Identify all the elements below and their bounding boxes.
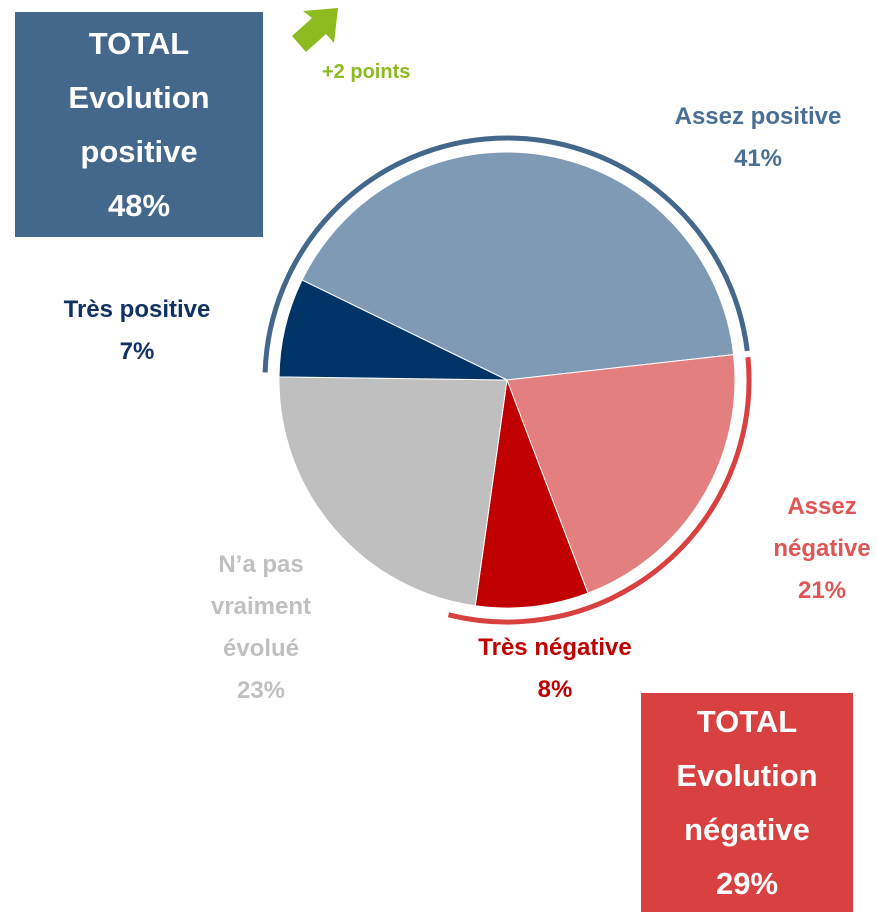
slice-label-value: 7% — [119, 338, 155, 365]
slice-label: Très négative 8% — [440, 627, 670, 711]
trend-arrow — [292, 8, 338, 52]
slice-label-value: 41% — [733, 145, 783, 172]
total-title: TOTAL — [696, 703, 798, 739]
total-name: Evolution positive — [68, 79, 210, 169]
total-value: 48% — [107, 187, 171, 223]
slice-label: N’a pas vraiment évolué 23% — [201, 544, 321, 712]
slice-label-name: Très positive — [63, 296, 211, 323]
slice-label-value: 8% — [537, 676, 573, 703]
pie-slice — [278, 376, 508, 607]
total-name: Evolution négative — [676, 757, 818, 847]
pie-slice — [506, 354, 736, 594]
total-title: TOTAL — [88, 25, 190, 61]
slice-label-name: Assez négative — [773, 493, 871, 562]
slice-label-name: Très négative — [478, 634, 632, 661]
slice-label: Assez négative 21% — [762, 486, 877, 612]
slice-label-name: N’a pas vraiment évolué — [210, 551, 312, 662]
slice-label: Très positive 7% — [22, 289, 252, 373]
pie-slice — [474, 379, 589, 609]
group-arc — [447, 356, 752, 625]
total-value: 29% — [715, 865, 779, 901]
group-arc — [262, 135, 750, 373]
annotation: +2 points — [322, 61, 411, 83]
total-box: TOTAL Evolution négative 29% — [641, 693, 853, 912]
pie-slice — [278, 279, 508, 381]
slice-label-value: 23% — [236, 677, 286, 704]
total-box: TOTAL Evolution positive 48% — [15, 12, 263, 237]
slice-label-value: 21% — [797, 577, 847, 604]
pie-slice — [301, 151, 735, 381]
slice-label-name: Assez positive — [674, 103, 842, 130]
slice-label: Assez positive 41% — [643, 96, 873, 180]
